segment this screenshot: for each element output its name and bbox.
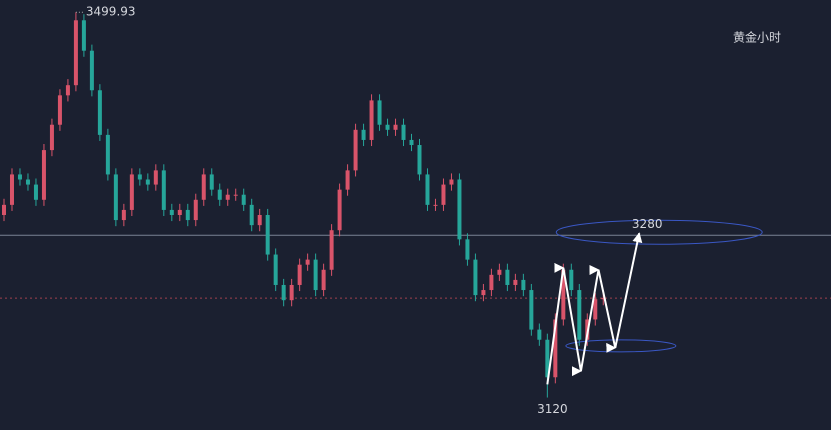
candle-body [193, 199, 198, 221]
candle-body [393, 124, 398, 130]
candle-body [497, 269, 502, 275]
candle-body [409, 139, 414, 146]
candle-body [521, 279, 526, 291]
candle-body [153, 170, 158, 185]
candle-body [569, 269, 574, 291]
candle-body [137, 174, 142, 180]
candle-body [169, 209, 174, 215]
candle-body [257, 215, 262, 226]
candle-body [65, 85, 70, 96]
candle-body [537, 329, 542, 340]
candle-body [161, 170, 166, 210]
candle-body [465, 239, 470, 260]
candle-body [369, 100, 374, 140]
candle-body [225, 194, 230, 200]
low-label: 3120 [537, 402, 568, 416]
candle-body [329, 230, 334, 270]
forecast-arrow [546, 232, 643, 385]
candle-body [217, 189, 222, 200]
candle-body [297, 264, 302, 285]
candle-body [89, 50, 94, 91]
candle-body [449, 179, 454, 185]
level-label: 3280 [632, 217, 663, 231]
candle-body [145, 179, 150, 185]
candle-body [385, 124, 390, 130]
candle-body [377, 100, 382, 125]
candle-body [265, 215, 270, 255]
candle-body [241, 194, 246, 205]
candle-body [417, 145, 422, 175]
candle-body [201, 174, 206, 200]
candle-body [33, 184, 38, 200]
candle-body [81, 20, 86, 51]
candle-body [345, 170, 350, 190]
candle-body [425, 174, 430, 205]
candle-body [273, 254, 278, 285]
candle-body [361, 129, 366, 140]
candle-body [337, 189, 342, 231]
candle-body [209, 174, 214, 190]
candle-body [113, 174, 118, 221]
candle-body [41, 150, 46, 200]
candle-body [505, 269, 510, 285]
candle-body [1, 204, 6, 215]
candle-body [489, 274, 494, 291]
candle-body [129, 174, 134, 210]
candle-body [73, 20, 78, 86]
candle-body [25, 179, 30, 185]
candle-body [121, 209, 126, 221]
candle-body [457, 179, 462, 240]
candle-body [105, 134, 110, 175]
candle-body [513, 279, 518, 285]
candle-body [321, 269, 326, 291]
candle-body [433, 204, 438, 206]
candle-body [313, 259, 318, 291]
candle-body [177, 209, 182, 215]
candle-body [529, 290, 534, 330]
candle-body [233, 194, 238, 196]
candle-body [353, 129, 358, 171]
candle-body [281, 284, 286, 301]
candle-body [249, 204, 254, 226]
candle-body [9, 174, 14, 205]
candle-body [17, 174, 22, 180]
candle-body [545, 339, 550, 378]
candle-body [49, 124, 54, 151]
candle-body [57, 95, 62, 125]
candle-body [185, 209, 190, 221]
candle-body [401, 124, 406, 140]
high-label: 3499.93 [86, 5, 136, 19]
candle-body [305, 259, 310, 265]
chart-title: 黄金小时 [733, 30, 781, 45]
candle-body [473, 259, 478, 296]
candle-body [97, 90, 102, 135]
candle-body [289, 284, 294, 301]
candle-body [577, 290, 582, 340]
target-ellipse [555, 219, 763, 245]
candle-body [593, 299, 598, 320]
candle-body [441, 184, 446, 205]
candle-body [481, 290, 486, 296]
